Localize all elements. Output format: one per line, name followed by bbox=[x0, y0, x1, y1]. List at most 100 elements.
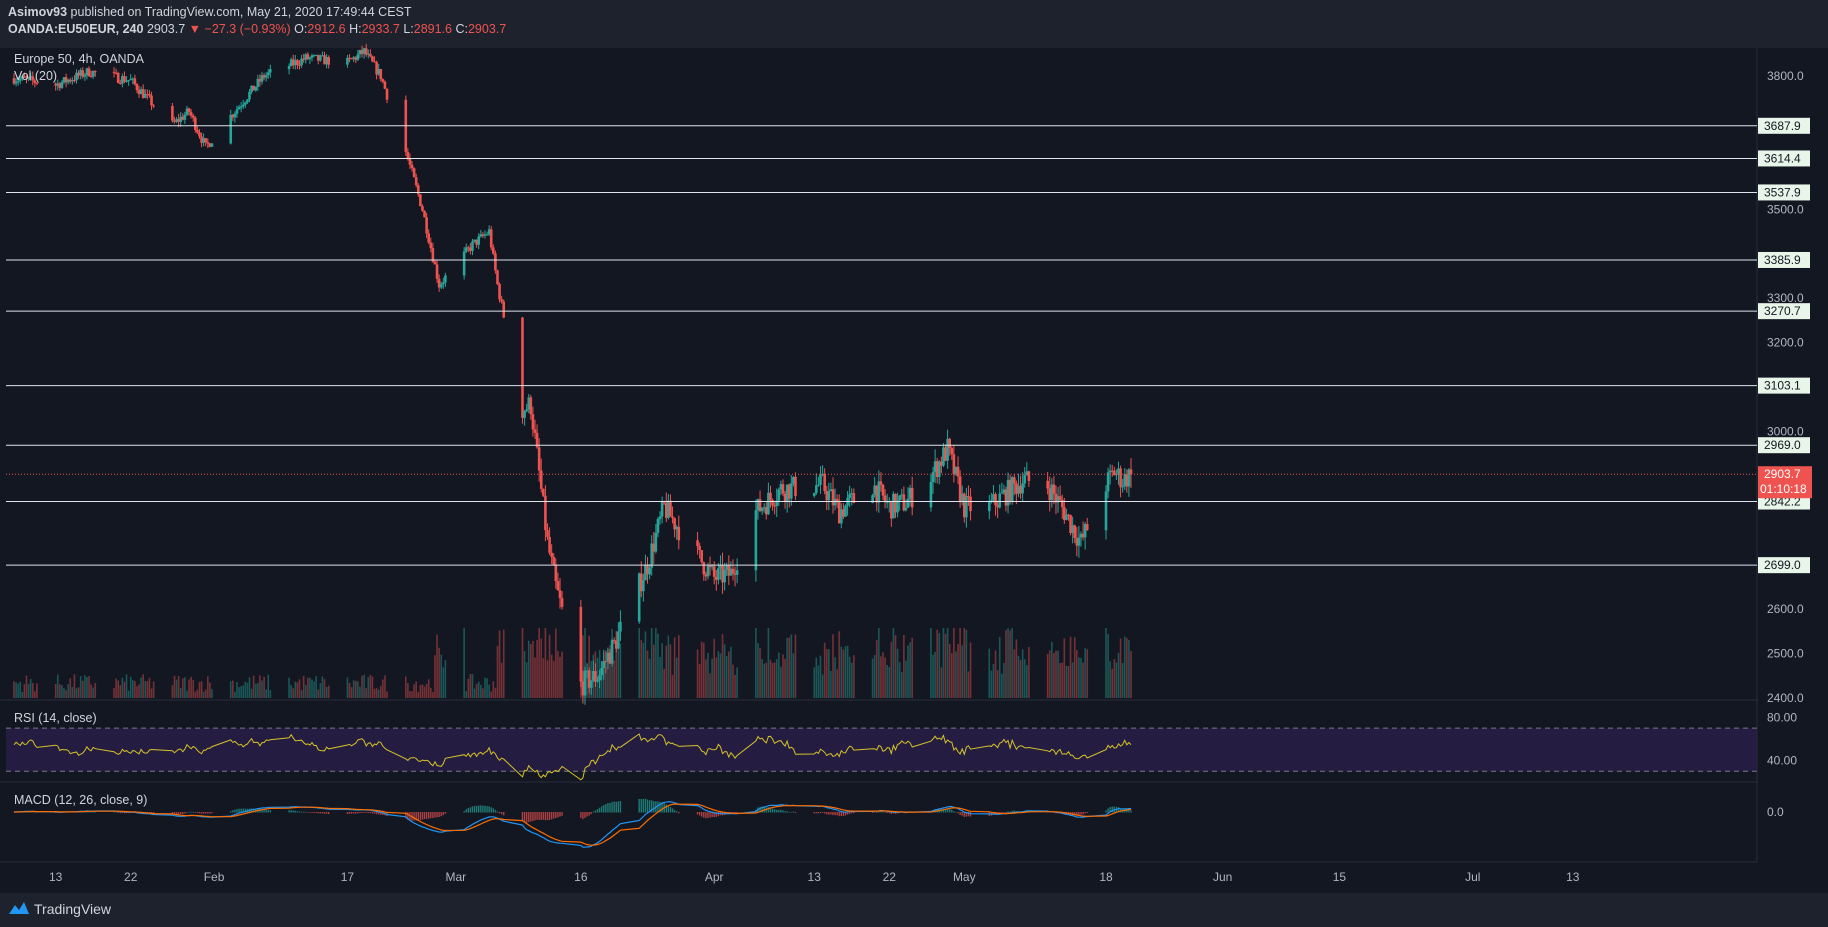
rsi-band bbox=[6, 728, 1757, 772]
macd-histogram-bar bbox=[465, 809, 467, 813]
macd-histogram-bar bbox=[1124, 809, 1126, 813]
candle-body bbox=[294, 60, 297, 66]
macd-histogram-bar bbox=[671, 808, 674, 813]
macd-histogram-bar bbox=[886, 812, 888, 814]
candle-body bbox=[235, 109, 239, 114]
volume-bar bbox=[94, 683, 97, 698]
time-tick-label: 13 bbox=[1566, 870, 1580, 884]
candle-body bbox=[419, 194, 422, 207]
macd-histogram-bar bbox=[819, 812, 822, 813]
candle-body bbox=[960, 493, 964, 503]
volume-bar bbox=[536, 640, 538, 698]
volume-bar bbox=[240, 686, 242, 698]
macd-histogram-bar bbox=[776, 809, 778, 813]
publish-line: Asimov93 published on TradingView.com, M… bbox=[8, 5, 412, 19]
candle-body bbox=[760, 508, 764, 512]
macd-histogram-bar bbox=[940, 809, 943, 813]
tradingview-logo-icon[interactable] bbox=[8, 900, 30, 916]
candle-body bbox=[527, 397, 531, 410]
candle-body bbox=[721, 564, 724, 583]
candle-body bbox=[429, 242, 433, 249]
macd-histogram-bar bbox=[596, 809, 599, 813]
candle-body bbox=[785, 484, 789, 502]
macd-histogram-bar bbox=[528, 812, 530, 822]
level-label-bg bbox=[1758, 377, 1810, 394]
candle-body bbox=[371, 56, 374, 62]
candle-body bbox=[544, 495, 547, 531]
volume-bar bbox=[198, 681, 201, 698]
macd-histogram-bar bbox=[717, 812, 720, 817]
volume-bar bbox=[844, 646, 847, 698]
symbol-name[interactable]: OANDA:EU50EUR, 240 bbox=[8, 22, 144, 36]
published-text: published on TradingView.com, May 21, 20… bbox=[70, 5, 412, 19]
macd-histogram-bar bbox=[298, 811, 301, 813]
candle-body bbox=[412, 168, 416, 178]
candle-body bbox=[767, 492, 770, 515]
volume-bar bbox=[853, 655, 855, 698]
volume-bar bbox=[832, 634, 834, 698]
macd-histogram-bar bbox=[440, 812, 442, 817]
rsi-pane-title[interactable]: RSI (14, close) bbox=[14, 711, 97, 725]
volume-bar bbox=[652, 644, 655, 698]
candle-body bbox=[587, 670, 591, 688]
macd-histogram-bar bbox=[323, 812, 326, 814]
candle-body bbox=[775, 500, 779, 507]
volume-bar bbox=[646, 650, 649, 698]
tradingview-brand[interactable]: TradingView bbox=[34, 901, 112, 917]
author-name[interactable]: Asimov93 bbox=[8, 5, 68, 19]
macd-histogram-bar bbox=[436, 812, 438, 818]
level-label-bg bbox=[1758, 117, 1810, 134]
volume-bar bbox=[894, 635, 897, 698]
macd-histogram-bar bbox=[598, 807, 601, 813]
macd-histogram-bar bbox=[211, 812, 213, 814]
main-pane-title[interactable]: Europe 50, 4h, OANDA bbox=[14, 52, 144, 66]
candle-body bbox=[366, 53, 370, 55]
volume-bar bbox=[957, 643, 959, 698]
candle-body bbox=[933, 461, 937, 473]
volume-bar bbox=[429, 687, 432, 698]
candle-body bbox=[364, 48, 368, 55]
macd-histogram-bar bbox=[607, 803, 609, 813]
volume-bar bbox=[129, 676, 132, 698]
volume-bar bbox=[898, 662, 901, 698]
macd-histogram-bar bbox=[467, 807, 470, 813]
volume-bar bbox=[1086, 649, 1089, 698]
macd-pane-title[interactable]: MACD (12, 26, close, 9) bbox=[14, 793, 148, 807]
candle-body bbox=[954, 466, 958, 475]
candle-body bbox=[812, 493, 816, 496]
macd-histogram-bar bbox=[315, 812, 317, 813]
macd-histogram-bar bbox=[200, 812, 203, 814]
countdown-label: 01:10:18 bbox=[1760, 482, 1807, 496]
candle-body bbox=[185, 108, 189, 115]
volume-bar bbox=[1105, 628, 1107, 698]
macd-histogram-bar bbox=[673, 810, 676, 813]
time-tick-label: Mar bbox=[445, 870, 466, 884]
volume-bar bbox=[471, 674, 474, 698]
volume-bar bbox=[127, 690, 130, 698]
candle-body bbox=[1004, 489, 1008, 506]
macd-histogram-bar bbox=[292, 810, 294, 813]
volume-bar bbox=[525, 662, 528, 698]
volume-bar bbox=[963, 628, 966, 698]
volume-bar bbox=[527, 640, 530, 698]
candle-body bbox=[114, 72, 118, 74]
candle-body bbox=[931, 472, 935, 482]
macd-histogram-bar bbox=[992, 812, 995, 815]
volume-bar bbox=[1076, 650, 1078, 698]
candle-body bbox=[873, 485, 876, 496]
candle-body bbox=[617, 631, 620, 649]
candle-body bbox=[1104, 491, 1108, 531]
volume-bar bbox=[911, 637, 913, 698]
candle-body bbox=[598, 675, 601, 681]
chart-canvas[interactable]: 3800.0 3500.0 3300.0 3200.0 3000.0 2600.0 2500… bbox=[0, 0, 1828, 893]
macd-histogram-bar bbox=[234, 809, 236, 813]
volume-bar bbox=[265, 689, 267, 698]
candle-body bbox=[21, 76, 24, 79]
volume-bar bbox=[886, 664, 888, 698]
volume-pane-title[interactable]: Vol (20) bbox=[14, 69, 58, 83]
volume-bar bbox=[432, 691, 434, 698]
macd-histogram-bar bbox=[790, 811, 793, 813]
level-label-bg bbox=[1758, 251, 1810, 268]
candle-body bbox=[302, 58, 305, 60]
macd-histogram-bar bbox=[415, 812, 417, 821]
